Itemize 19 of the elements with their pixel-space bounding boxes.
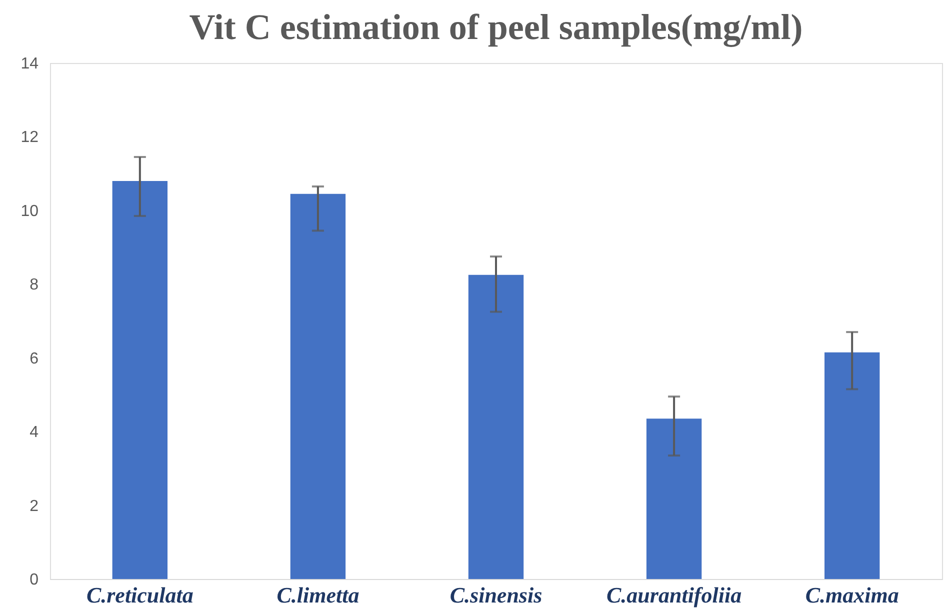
bar: [824, 352, 880, 579]
bar: [112, 180, 168, 579]
x-tick-label: C.sinensis: [450, 582, 542, 608]
x-tick-label: C.reticulata: [86, 582, 194, 608]
y-tick-label: 14: [20, 56, 39, 72]
y-tick-label: 10: [20, 202, 39, 220]
x-tick-label: C.maxima: [805, 582, 899, 608]
bar: [646, 418, 702, 579]
bar: [468, 274, 524, 579]
y-tick-label: 8: [30, 276, 39, 294]
y-tick-label: 0: [30, 572, 39, 588]
y-tick-label: 2: [30, 498, 39, 515]
chart-title: Vit C estimation of peel samples(mg/ml): [189, 7, 803, 47]
x-tick-label: C.aurantifoliia: [606, 582, 742, 608]
y-tick-label: 6: [30, 350, 39, 368]
x-tick-label: C.limetta: [276, 582, 360, 608]
y-tick-label: 4: [30, 424, 39, 442]
bar: [290, 194, 346, 579]
y-tick-label: 12: [20, 129, 39, 146]
